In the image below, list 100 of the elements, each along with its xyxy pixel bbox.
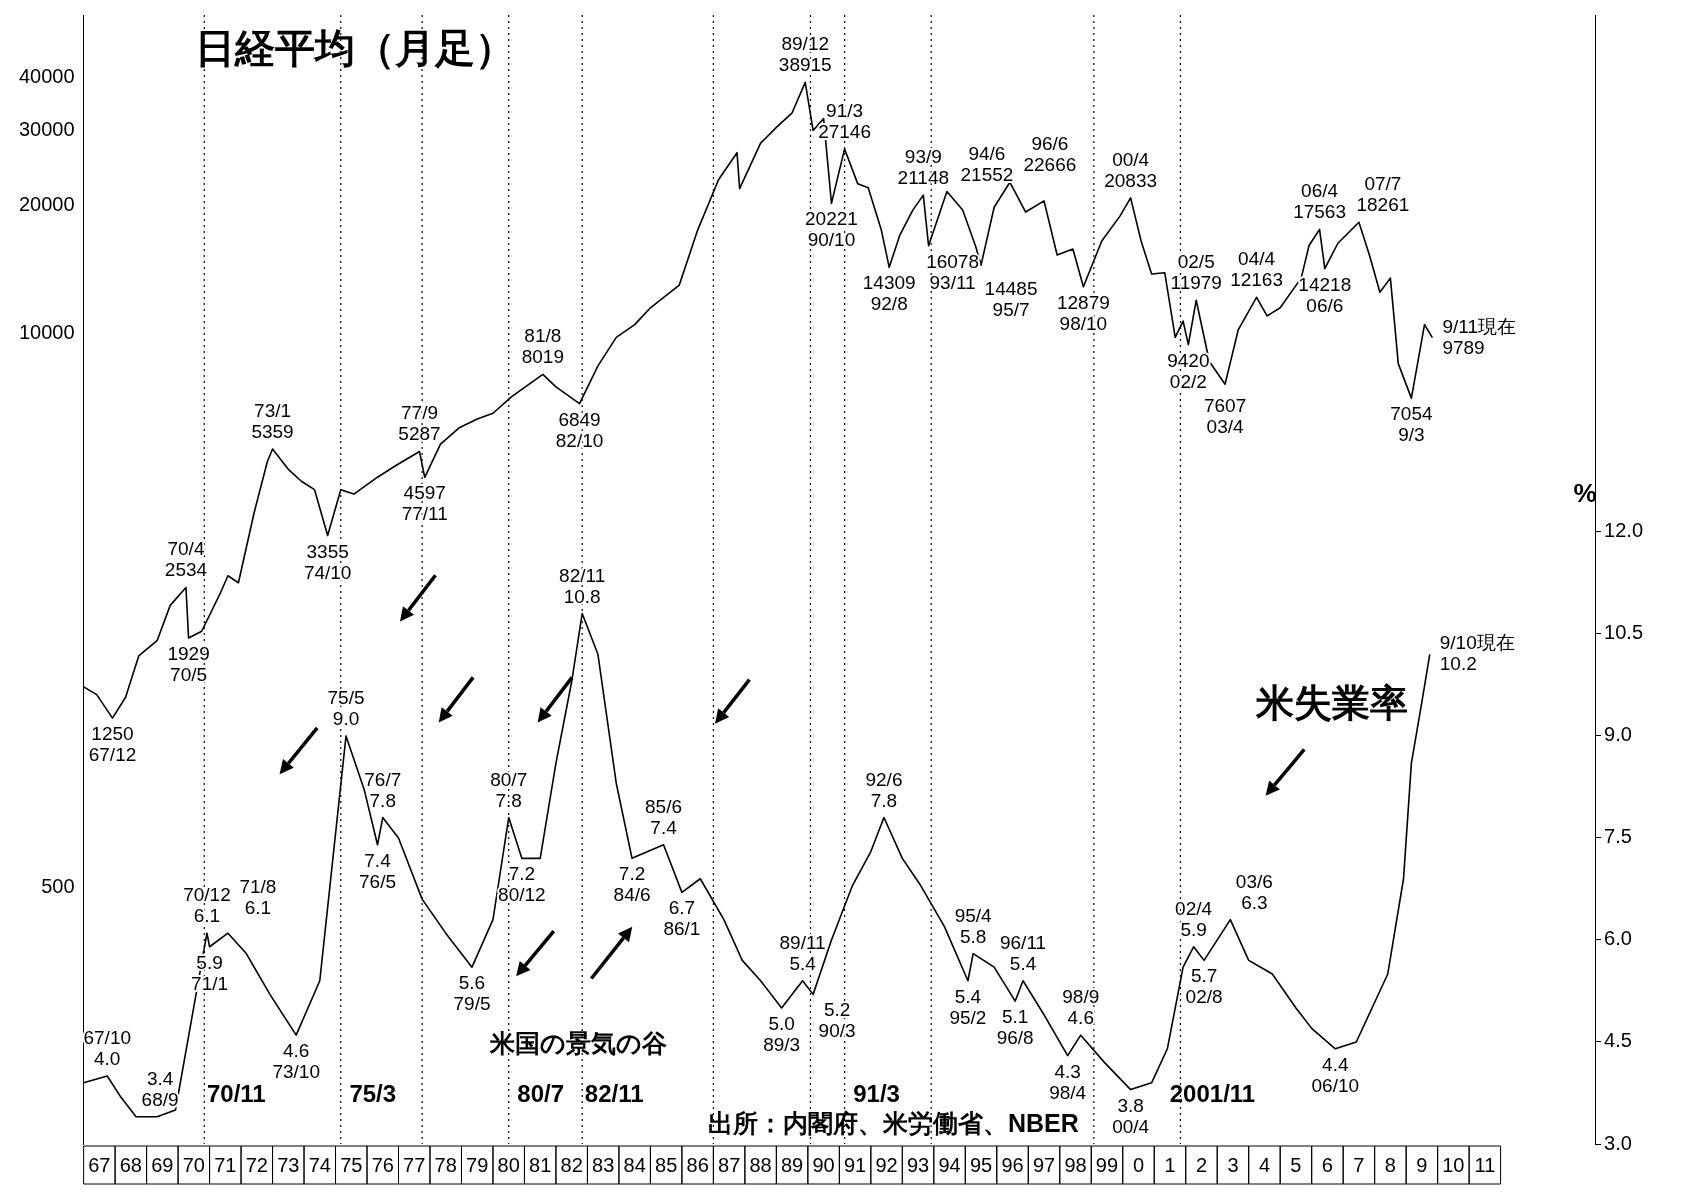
x-tick-label: 5 [1290,1153,1302,1176]
data-label: 9420 02/2 [1167,349,1210,392]
ref-line-label: 70/11 [206,1080,266,1107]
data-label: 4597 77/11 [401,482,448,525]
x-tick-label: 71 [214,1153,237,1176]
data-label: 14485 95/7 [984,278,1038,321]
data-label: 85/6 7.4 [645,795,683,838]
x-tick-label: 73 [277,1153,300,1176]
data-label: 7054 9/3 [1390,403,1433,446]
y-tick-label: 20000 [18,192,75,215]
x-tick-label: 68 [119,1153,142,1176]
x-tick-label: 85 [655,1153,678,1176]
data-label: 80/7 7.8 [490,768,528,811]
y2-tick-label: 7.5 [1604,825,1632,848]
data-label: 5.2 90/3 [818,999,856,1042]
y2-tick-label: 6.0 [1604,927,1632,950]
ref-line-label: 2001/11 [1169,1080,1256,1107]
x-tick-label: 91 [843,1153,867,1176]
x-tick-label: 87 [718,1153,741,1176]
data-label: 1250 67/12 [88,723,137,766]
data-label: 89/12 38915 [778,33,832,76]
y2-tick-label: 12.0 [1604,519,1644,542]
x-tick-label: 95 [969,1153,993,1176]
x-tick-label: 11 [1474,1153,1496,1176]
data-label: 3355 74/10 [303,540,352,583]
ref-line-label: 82/11 [584,1080,644,1107]
x-tick-label: 77 [403,1153,426,1176]
data-label: 06/4 17563 [1293,180,1346,223]
data-label: 3.8 00/4 [1112,1094,1150,1137]
x-tick-label: 98 [1064,1153,1087,1176]
x-tick-label: 9 [1416,1153,1428,1176]
data-label: 14218 06/6 [1298,273,1352,316]
data-label: 82/11 10.8 [559,564,606,607]
y2-tick-label: 3.0 [1604,1131,1632,1154]
series-label: 米失業率 [1254,682,1408,725]
x-tick-label: 8 [1384,1153,1396,1176]
data-label: 4.6 73/10 [272,1040,320,1083]
ref-line-label: 75/3 [349,1080,397,1107]
data-label: 5.1 96/8 [996,1006,1034,1049]
data-label: 77/9 5287 [398,402,441,445]
data-label: 70/4 2534 [164,538,208,581]
x-tick-label: 88 [749,1153,772,1176]
x-tick-label: 82 [560,1153,583,1176]
data-label: 7.2 84/6 [613,863,651,906]
data-label: 93/9 21148 [897,146,950,189]
data-label: 5.6 79/5 [453,972,491,1015]
data-label: 89/11 5.4 [779,931,826,974]
x-tick-label: 93 [906,1153,930,1176]
x-tick-label: 79 [466,1153,489,1176]
data-label: 02/4 5.9 [1175,897,1213,940]
ref-line-label: 80/7 [517,1080,565,1107]
x-tick-label: 92 [875,1153,898,1176]
y-tick-label: 30000 [18,117,75,140]
data-label: 73/1 5359 [251,399,294,442]
x-tick-label: 94 [938,1153,961,1176]
y2-axis-title: % [1573,477,1597,508]
data-label: 96/6 22666 [1023,133,1077,176]
x-tick-label: 2 [1195,1153,1208,1176]
data-label: 7.4 76/5 [359,849,396,892]
y-tick-label: 40000 [18,64,75,87]
x-tick-label: 75 [340,1153,363,1176]
x-tick-label: 1 [1164,1153,1176,1176]
ref-line-label: 91/3 [853,1080,900,1107]
data-label: 6.7 86/1 [663,897,701,940]
data-label: 20221 90/10 [805,208,858,251]
data-label: 16078 93/11 [926,250,979,293]
chart-title: 日経平均（月足） [195,26,515,70]
x-tick-label: 90 [812,1153,835,1176]
data-label: 12879 98/10 [1056,291,1110,334]
x-tick-label: 76 [371,1153,394,1176]
data-label: 7.2 80/12 [498,863,546,906]
data-label: 92/6 7.8 [865,768,903,811]
x-tick-label: 80 [497,1153,520,1176]
x-tick-label: 4 [1258,1153,1271,1176]
data-label: 67/10 4.0 [83,1026,132,1069]
data-label: 76/7 7.8 [364,768,402,811]
x-tick-label: 84 [623,1153,646,1176]
x-tick-label: 81 [529,1153,552,1176]
x-tick-label: 3 [1227,1153,1239,1176]
x-tick-label: 72 [245,1153,268,1176]
x-tick-label: 7 [1353,1153,1365,1176]
y2-tick-label: 4.5 [1604,1029,1632,1052]
data-label: 00/4 20833 [1104,148,1158,191]
data-label: 7607 03/4 [1203,395,1247,438]
data-label: 98/9 4.6 [1062,986,1100,1029]
annotation: 米国の景気の谷 [489,1029,667,1057]
data-label: 5.4 95/2 [949,985,987,1028]
data-label: 6849 82/10 [555,408,604,451]
data-label: 4.4 06/10 [1311,1053,1360,1096]
data-label: 71/8 6.1 [239,876,277,919]
x-tick-label: 83 [592,1153,615,1176]
data-label: 02/5 11979 [1170,251,1222,294]
x-tick-label: 10 [1442,1153,1465,1176]
y-tick-label: 500 [41,875,75,898]
y-tick-label: 10000 [18,321,75,344]
x-tick-label: 70 [182,1153,205,1176]
y2-tick-label: 9.0 [1604,723,1632,746]
data-label: 75/5 9.0 [327,686,365,729]
y2-tick-label: 10.5 [1604,621,1644,644]
x-tick-label: 86 [686,1153,709,1176]
